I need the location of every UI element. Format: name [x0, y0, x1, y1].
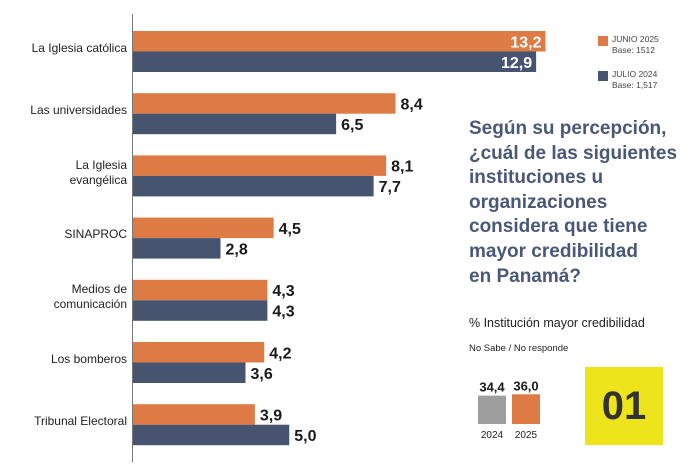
bar-2025: [133, 342, 265, 363]
bar-2024: [133, 424, 290, 446]
no-sabe-value: 34,4: [479, 380, 505, 395]
bar-2025: [133, 404, 255, 425]
no-sabe-bar-2024: [478, 395, 506, 424]
bar-2025: [133, 31, 546, 52]
legend-swatch-2025: [598, 36, 608, 46]
data-label: 7,7: [379, 179, 401, 196]
legend-label-2024: JULIO 2024: [612, 69, 658, 79]
category-label: Medios de comunicación: [53, 282, 127, 312]
category-label: Tribunal Electoral: [34, 414, 127, 429]
bar-2024: [133, 113, 337, 135]
legend-label-2025: JUNIO 2025: [612, 34, 659, 44]
category-label: SINAPROC: [64, 227, 127, 242]
no-sabe-bar-2025: [512, 394, 540, 424]
bar-2024: [133, 51, 537, 72]
data-label: 4,3: [272, 283, 294, 300]
category-label: Las universidades: [30, 103, 127, 118]
data-label: 5,0: [294, 428, 316, 445]
no-sabe-chart: 34,4 2024 36,0 2025: [478, 378, 540, 441]
section-number-badge: 01: [585, 367, 663, 445]
data-label: 8,4: [401, 96, 423, 113]
data-label: 4,2: [269, 345, 291, 362]
bar-2024: [133, 300, 268, 321]
bar-2025: [133, 155, 387, 176]
legend-base-2024: Base: 1,517: [612, 80, 658, 90]
bar-2024: [133, 175, 374, 197]
bar-2024: [133, 362, 246, 383]
no-sabe-year: 2024: [481, 430, 504, 441]
data-label: 2,8: [226, 241, 248, 258]
bar-2025: [133, 93, 396, 114]
legend-swatch-2024: [598, 71, 608, 81]
bar-2025: [133, 217, 274, 239]
data-label: 3,9: [260, 407, 282, 424]
category-label: La Iglesia evangélica: [69, 157, 127, 187]
question-text: Según su percepción, ¿cuál de las siguie…: [469, 118, 678, 287]
data-label: 4,3: [272, 304, 294, 321]
category-label: La Iglesia católica: [31, 40, 127, 55]
bar-2025: [133, 279, 268, 301]
data-label: 6,5: [341, 117, 363, 134]
chart-subtitle: % Institución mayor credibilidad: [469, 316, 645, 330]
data-label: 3,6: [251, 366, 273, 383]
no-sabe-title: No Sabe / No responde: [469, 343, 569, 354]
legend-base-2025: Base: 1512: [612, 45, 656, 55]
no-sabe-year: 2025: [515, 430, 538, 441]
category-label: Los bomberos: [50, 351, 127, 366]
data-label: 12,9: [501, 55, 532, 72]
data-label: 13,2: [510, 34, 541, 51]
data-label: 4,5: [279, 221, 301, 238]
data-label: 8,1: [391, 159, 413, 176]
no-sabe-value: 36,0: [513, 378, 538, 393]
bar-2024: [133, 238, 221, 259]
